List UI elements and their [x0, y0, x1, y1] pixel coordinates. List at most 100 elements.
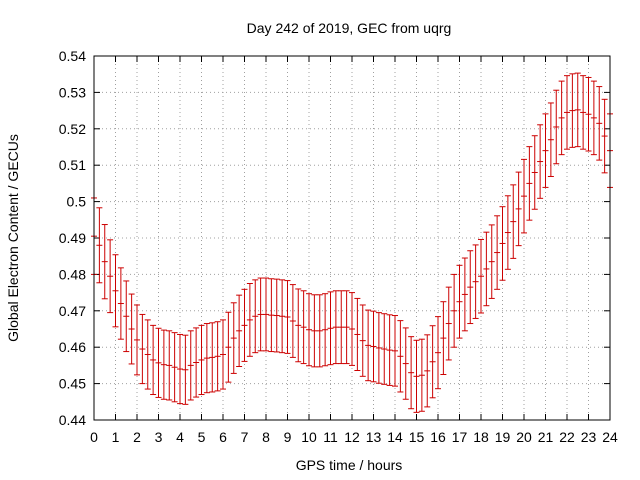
error-bar-point [316, 294, 323, 368]
y-tick-label: 0.47 [59, 303, 86, 319]
error-bar-point [504, 195, 511, 270]
x-axis-label: GPS time / hours [296, 457, 403, 473]
error-bar-point [134, 304, 140, 376]
error-bar-point [397, 320, 404, 393]
error-bar-point [230, 302, 237, 374]
error-bar-point [101, 224, 108, 300]
x-tick-label: 18 [473, 429, 489, 445]
error-bar-point [332, 290, 339, 365]
y-tick-label: 0.49 [59, 230, 86, 246]
x-tick-label: 21 [538, 429, 554, 445]
error-bar-point [510, 184, 517, 259]
error-bar-point [300, 290, 307, 365]
grid-lines [94, 56, 610, 420]
x-tick-label: 8 [262, 429, 270, 445]
error-bar-point [263, 277, 269, 352]
error-bar-point [338, 290, 345, 365]
error-bar-point [478, 238, 484, 314]
y-tick-label: 0.51 [59, 157, 86, 173]
x-tick-label: 22 [559, 429, 575, 445]
error-bar-point [418, 338, 425, 412]
error-bar-point [564, 75, 570, 150]
error-bar-point [284, 280, 291, 354]
error-bar-point [198, 324, 205, 396]
error-bar-point [220, 319, 226, 390]
x-tick-label: 13 [366, 429, 382, 445]
error-bar-point [203, 323, 210, 394]
error-bar-point [413, 339, 420, 413]
error-bar-point [451, 273, 458, 348]
error-bar-point [472, 244, 479, 319]
y-tick-label: 0.54 [59, 48, 86, 64]
error-bar-point [139, 313, 146, 385]
x-tick-label: 7 [241, 429, 249, 445]
error-bar-point [402, 327, 409, 400]
error-bar-point [375, 312, 382, 384]
error-bar-point [187, 330, 194, 401]
x-tick-label: 0 [90, 429, 98, 445]
error-bar-point [461, 257, 468, 332]
plot-frame [93, 55, 611, 421]
error-bar-point [289, 284, 296, 358]
y-axis-label: Global Electron Content / GECUs [5, 134, 21, 342]
error-bar-point [306, 293, 312, 367]
y-tick-label: 0.53 [59, 84, 86, 100]
error-bar-point [171, 332, 178, 403]
error-bar-point [236, 294, 243, 367]
error-bar-point [488, 224, 495, 299]
error-bar-point [311, 294, 318, 368]
x-tick-label: 19 [495, 429, 511, 445]
error-bar-point [392, 315, 398, 387]
error-bar-point [343, 290, 350, 365]
error-bar-point [252, 279, 259, 354]
error-bar-point [381, 313, 388, 385]
error-bar-point [117, 267, 124, 340]
error-bar-point [542, 113, 549, 188]
error-bar-point [386, 314, 393, 386]
error-bar-point [96, 207, 103, 284]
error-bar-point [246, 283, 253, 357]
error-bar-point [526, 146, 533, 221]
error-bar-point [225, 311, 232, 383]
y-tick-label: 0.46 [59, 339, 86, 355]
error-bar-point [467, 250, 474, 325]
error-bar-point [494, 215, 501, 290]
error-bar-point [569, 73, 576, 148]
y-tick-label: 0.45 [59, 376, 86, 392]
y-tick-label: 0.52 [59, 121, 86, 137]
x-tick-label: 9 [284, 429, 292, 445]
data-series [91, 72, 613, 413]
error-bar-point [150, 324, 157, 396]
y-tick-label: 0.48 [59, 266, 86, 282]
error-bar-point [155, 327, 162, 398]
x-tick-label: 3 [155, 429, 163, 445]
x-tick-label: 11 [323, 429, 338, 445]
x-tick-label: 1 [112, 429, 120, 445]
error-bar-point [257, 277, 264, 352]
error-bar-point [177, 333, 183, 405]
error-bar-point [456, 264, 463, 339]
error-bar-point [193, 327, 200, 398]
error-bar-point [144, 319, 151, 390]
error-bar-point [214, 321, 221, 392]
x-tick-label: 20 [516, 429, 532, 445]
error-bar-point [408, 336, 415, 410]
x-axis-ticks: 0 1 2 3 4 5 6 7 8 9 10 11 12 13 14 15 16 17 18 19 20 21 22 23 24 [90, 56, 618, 445]
error-bar-point [531, 135, 538, 210]
error-bar-point [160, 329, 167, 400]
x-tick-label: 17 [452, 429, 468, 445]
error-bar-point [359, 304, 366, 377]
error-bar-point [440, 301, 447, 375]
error-bar-point [166, 330, 173, 401]
error-bar-point [327, 291, 334, 366]
error-bar-point [107, 239, 114, 314]
error-bar-point [553, 89, 560, 165]
error-bar-point [354, 297, 361, 371]
x-tick-label: 2 [133, 429, 141, 445]
x-tick-label: 14 [387, 429, 403, 445]
error-bar-point [445, 286, 452, 361]
error-bar-point [365, 309, 372, 382]
error-bar-point [241, 288, 248, 362]
